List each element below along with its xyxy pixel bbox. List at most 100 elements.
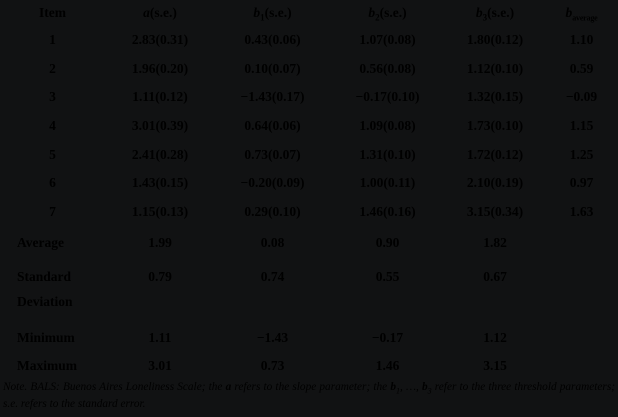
col-header-b3: b3(s.e.)	[475, 5, 515, 23]
col-header-item: Item	[39, 5, 66, 20]
table-cell: 1.09(0.08)	[359, 118, 416, 134]
table-cell: −0.20(0.09)	[240, 175, 305, 191]
note-text: BALS: Buenos Aires Loneliness Scale; the	[27, 381, 226, 394]
table-cell: 1.25	[569, 146, 594, 162]
table-cell: 0.43(0.06)	[244, 32, 301, 48]
table-cell: 1.31(0.10)	[359, 146, 416, 162]
table-cell: 0.29(0.10)	[244, 203, 301, 219]
note-body: BALS: Buenos Aires Loneliness Scale; the…	[3, 381, 615, 410]
table-cell: 0.74	[260, 269, 285, 285]
table-cell: 2.83(0.31)	[131, 32, 189, 48]
table-row-average: Average 1.99 0.08 0.90 1.82	[0, 226, 618, 260]
table-cell: 0.08	[260, 235, 285, 251]
col-header-a: a(s.e.)	[143, 5, 177, 20]
table-row-standard-deviation: Standard Deviation 0.79 0.74 0.55 0.67	[0, 260, 618, 324]
table-cell: 0.64(0.06)	[244, 118, 301, 134]
note-text: , …,	[399, 381, 422, 394]
table-cell: 0.56(0.08)	[359, 60, 416, 76]
table-cell: 1.96(0.20)	[131, 60, 189, 76]
table-cell: 2.41(0.28)	[131, 146, 189, 162]
table-note: Note. BALS: Buenos Aires Loneliness Scal…	[3, 379, 615, 413]
table-cell: 0.67	[483, 269, 507, 285]
table-cell: 1.11	[148, 330, 172, 346]
table-cell: 0.79	[148, 269, 172, 285]
note-subscript: 1	[395, 386, 400, 396]
item-parameters-table: Item a(s.e.) b1(s.e.) b2(s.e.) b3(s.e.) …	[0, 0, 618, 380]
row-label: 7	[49, 203, 56, 219]
table-cell: 0.55	[375, 269, 400, 285]
table-cell: 3.15(0.34)	[466, 203, 524, 219]
table-cell: −0.17(0.10)	[355, 89, 420, 105]
table-row-4: 4 3.01(0.39) 0.64(0.06) 1.09(0.08) 1.73(0.10…	[0, 112, 618, 141]
row-label: 6	[49, 175, 56, 191]
table-cell: 1.32(0.15)	[466, 89, 524, 105]
table-cell: 0.59	[569, 60, 594, 76]
table-cell: 1.46(0.16)	[359, 203, 416, 219]
table-cell: 1.10	[569, 32, 594, 48]
table-cell: 1.72(0.12)	[466, 146, 524, 162]
table-cell: 1.15(0.13)	[131, 203, 189, 219]
table-body: 1 2.83(0.31) 0.43(0.06) 1.07(0.08) 1.80(0.12…	[0, 26, 618, 380]
table-cell: 1.80(0.12)	[466, 32, 524, 48]
table-cell: 1.15	[569, 118, 594, 134]
table-cell: 0.97	[569, 175, 594, 191]
table-cell: 0.73	[260, 358, 285, 374]
table-cell: 1.00(0.11)	[359, 175, 416, 191]
note-text: refer to the three threshold parameters;…	[3, 381, 615, 411]
table-row-3: 3 1.11(0.12) −1.43(0.17) −0.17(0.10) 1.32(0.…	[0, 83, 618, 112]
table-cell: 1.82	[483, 235, 507, 251]
table-cell	[545, 226, 618, 260]
table-cell: 1.11(0.12)	[132, 89, 188, 105]
table-cell: −0.17	[371, 330, 404, 346]
row-label: Minimum	[17, 330, 75, 346]
table-row-6: 6 1.43(0.15) −0.20(0.09) 1.00(0.11) 2.10(0.1…	[0, 169, 618, 198]
table-cell	[545, 352, 618, 380]
col-header-baverage: baverage	[565, 5, 598, 23]
table-cell: 3.15	[483, 358, 507, 374]
row-label: 5	[49, 146, 56, 162]
table-cell: 1.12	[483, 330, 507, 346]
table-cell	[545, 324, 618, 352]
row-label: 2	[49, 60, 56, 76]
row-label: 1	[49, 32, 56, 48]
table-cell: −1.43(0.17)	[240, 89, 305, 105]
table-cell: −0.09	[565, 89, 598, 105]
table-cell: 2.10(0.19)	[466, 175, 524, 191]
table-cell: 0.90	[375, 235, 400, 251]
table-cell: 3.01(0.39)	[131, 118, 189, 134]
note-subscript: 3	[427, 386, 432, 396]
note-text: refers to the slope parameter; the	[231, 381, 391, 394]
table-cell	[545, 260, 618, 324]
table-row-7: 7 1.15(0.13) 0.29(0.10) 1.46(0.16) 3.15(0.34…	[0, 198, 618, 227]
table-cell: −1.43	[256, 330, 289, 346]
table-row-1: 1 2.83(0.31) 0.43(0.06) 1.07(0.08) 1.80(0.12…	[0, 26, 618, 55]
table-row-maximum: Maximum 3.01 0.73 1.46 3.15	[0, 352, 618, 380]
table-cell: 1.99	[148, 235, 172, 251]
table-cell: 1.73(0.10)	[466, 118, 524, 134]
table-row-5: 5 2.41(0.28) 0.73(0.07) 1.31(0.10) 1.72(0.12…	[0, 140, 618, 169]
table-row-2: 2 1.96(0.20) 0.10(0.07) 0.56(0.08) 1.12(0.10…	[0, 55, 618, 84]
table-cell: 1.12(0.10)	[466, 60, 524, 76]
row-label: Maximum	[17, 358, 77, 374]
table-cell: 0.10(0.07)	[244, 60, 301, 76]
header-row: Item a(s.e.) b1(s.e.) b2(s.e.) b3(s.e.) …	[0, 0, 618, 26]
note-label: Note.	[3, 381, 28, 394]
table-cell: 1.07(0.08)	[359, 32, 416, 48]
row-label: Standard Deviation	[17, 269, 73, 310]
col-header-b1: b1(s.e.)	[253, 5, 292, 23]
note-variable: b	[390, 381, 396, 394]
col-header-b2: b2(s.e.)	[368, 5, 407, 23]
row-label: Average	[17, 235, 64, 251]
table-row-minimum: Minimum 1.11 −1.43 −0.17 1.12	[0, 324, 618, 352]
note-variable: b	[422, 381, 428, 394]
table-cell: 3.01	[148, 358, 172, 374]
table-cell: 0.73(0.07)	[244, 146, 301, 162]
table-cell: 1.46	[375, 358, 400, 374]
row-label: 4	[49, 118, 56, 134]
table-cell: 1.63	[569, 203, 594, 219]
table-cell: 1.43(0.15)	[131, 175, 189, 191]
note-variable: a	[225, 381, 232, 394]
row-label: 3	[49, 89, 56, 105]
